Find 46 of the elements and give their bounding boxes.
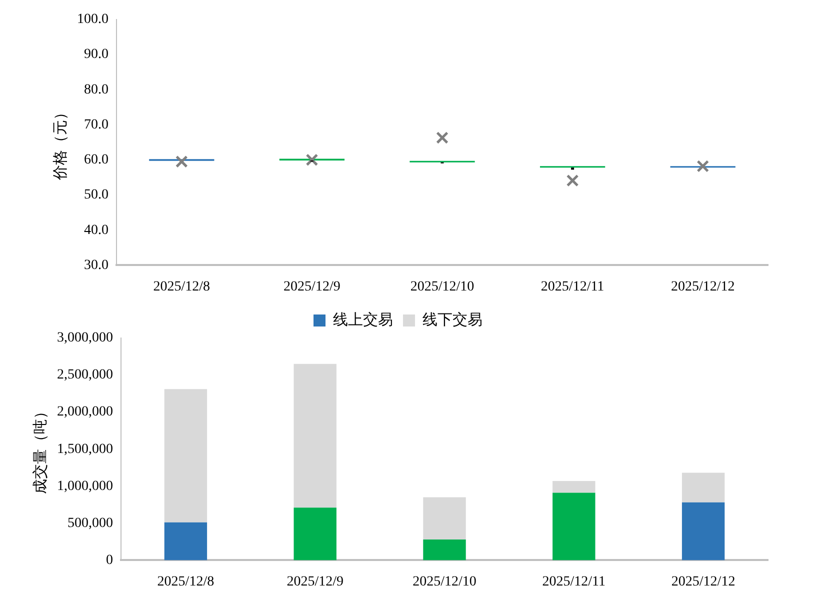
bar xyxy=(294,364,336,508)
bar xyxy=(682,502,725,560)
y-tick-label: 60.0 xyxy=(84,152,108,168)
x-tick-label: 2025/12/8 xyxy=(153,279,210,294)
candlestick xyxy=(410,160,475,164)
x-tick-label: 2025/12/10 xyxy=(412,574,476,590)
y-tick-label: 100.0 xyxy=(77,12,108,28)
y-axis-title: 价格（元） xyxy=(52,104,69,181)
y-tick-label: 50.0 xyxy=(84,188,108,203)
bar xyxy=(423,539,466,560)
candlestick xyxy=(540,166,606,170)
point xyxy=(696,160,710,172)
y-tick-label: 30.0 xyxy=(84,258,108,273)
point xyxy=(306,154,318,166)
bar xyxy=(164,389,208,522)
y-tick-label: 2,000,000 xyxy=(57,404,113,420)
x-tick-label: 2025/12/9 xyxy=(286,574,344,590)
y-tick-label: 70.0 xyxy=(84,117,108,132)
y-tick-label: 1,500,000 xyxy=(57,442,113,457)
y-tick-label: 80.0 xyxy=(84,82,108,98)
y-tick-label: 0 xyxy=(106,552,113,568)
x-tick-label: 2025/12/12 xyxy=(670,279,735,294)
point xyxy=(566,174,579,187)
y-tick-label: 90.0 xyxy=(84,47,108,62)
legend-label: 线下交易 xyxy=(422,311,482,328)
point xyxy=(436,132,448,144)
x-tick-label: 2025/12/9 xyxy=(284,279,340,294)
y-tick-label: 3,000,000 xyxy=(57,330,113,346)
y-tick-label: 1,000,000 xyxy=(57,478,113,494)
bar xyxy=(552,492,596,560)
bar xyxy=(164,522,208,560)
x-tick-label: 2025/12/8 xyxy=(157,574,214,590)
x-tick-label: 2025/12/11 xyxy=(542,574,606,590)
x-tick-label: 2025/12/10 xyxy=(410,279,474,294)
y-axis-title: 成交量（吨） xyxy=(32,404,49,494)
legend-label: 线上交易 xyxy=(333,311,393,328)
y-tick-label: 2,500,000 xyxy=(57,368,113,383)
bar xyxy=(294,508,336,560)
y-tick-label: 500,000 xyxy=(68,516,113,531)
bar xyxy=(423,497,466,540)
bar xyxy=(552,480,596,493)
point xyxy=(175,155,188,168)
y-tick-label: 40.0 xyxy=(84,222,108,238)
x-tick-label: 2025/12/12 xyxy=(671,574,736,590)
x-tick-label: 2025/12/11 xyxy=(540,279,604,294)
bar xyxy=(682,472,725,502)
